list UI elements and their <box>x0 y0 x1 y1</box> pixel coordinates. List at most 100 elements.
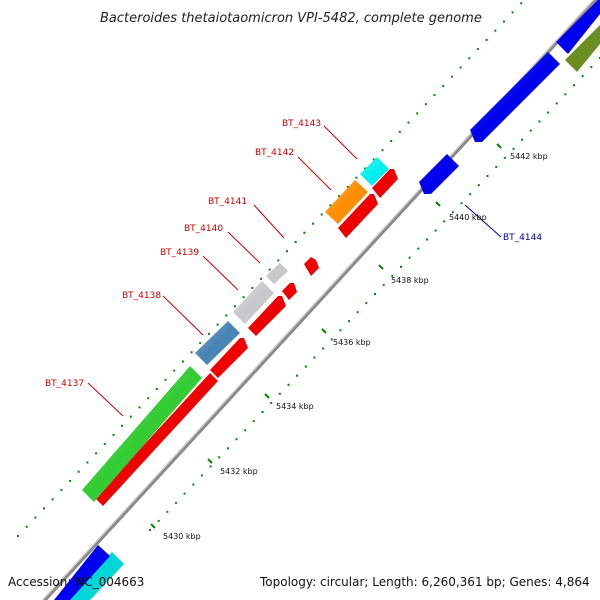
guide-dot <box>34 516 37 519</box>
guide-dot <box>312 222 315 225</box>
guide-dot <box>77 470 80 473</box>
guide-dot <box>294 241 297 243</box>
guide-dot <box>424 103 427 106</box>
guide-dot <box>112 433 115 436</box>
guide-dot <box>416 112 419 115</box>
guide-dot <box>244 429 247 432</box>
label-bt4144[interactable]: BT_4144 <box>503 233 542 243</box>
tick-label-5438: 5438 kbp <box>391 276 429 285</box>
cds-bt4144-reverse[interactable] <box>419 154 459 194</box>
leader-bt4137 <box>87 382 124 417</box>
gene-bt4140-feature[interactable] <box>266 263 288 284</box>
guide-dot <box>129 415 132 418</box>
cds-reverse-lower[interactable] <box>54 545 110 600</box>
cds-bt4143-forward[interactable] <box>372 169 398 198</box>
guide-dot <box>43 507 45 510</box>
guide-dot <box>216 323 219 326</box>
outer-dot-line <box>17 2 523 537</box>
guide-dot <box>581 75 584 78</box>
feature-shading <box>82 52 560 506</box>
label-bt4137[interactable]: BT_4137 <box>45 379 84 389</box>
guide-dot <box>459 66 462 69</box>
tick-mark-5440 <box>435 201 441 207</box>
guide-dot <box>173 369 176 372</box>
guide-dot <box>164 378 167 381</box>
guide-dot <box>207 332 210 335</box>
guide-dot <box>304 365 307 368</box>
guide-dot <box>251 287 254 289</box>
guide-dot <box>555 102 558 105</box>
leader-bt4144 <box>464 204 502 238</box>
label-bt4139[interactable]: BT_4139 <box>160 248 199 258</box>
guide-dot <box>155 388 158 390</box>
leader-bt4143 <box>323 125 358 160</box>
guide-dot <box>469 193 472 196</box>
guide-dot <box>199 342 202 345</box>
guide-dot <box>339 329 342 332</box>
gene-cyan-lower-feature[interactable] <box>70 552 124 600</box>
kbp-tick-labels: 5430 kbp 5432 kbp 5434 kbp 5436 kbp 5438… <box>163 152 548 541</box>
cds-bt4138-forward[interactable] <box>210 338 248 378</box>
cds-bt4140-forward[interactable] <box>282 283 297 300</box>
guide-dot <box>468 57 471 60</box>
guide-dot <box>242 296 245 299</box>
guide-dot <box>356 311 359 314</box>
guide-dot <box>512 147 515 150</box>
guide-dot <box>355 176 358 179</box>
guide-dot <box>425 238 428 241</box>
label-leaders <box>87 125 502 417</box>
guide-dot <box>365 302 368 305</box>
cds-bt4142-forward[interactable] <box>338 194 378 238</box>
cds-bt4139-forward[interactable] <box>248 296 286 336</box>
leader-bt4138 <box>162 295 204 336</box>
tick-mark-5438 <box>378 264 384 270</box>
guide-dot <box>338 195 341 198</box>
guide-dot <box>278 392 281 395</box>
guide-dot <box>547 111 550 114</box>
guide-dot <box>261 411 264 413</box>
guide-dot <box>538 120 541 123</box>
guide-dot <box>372 158 375 161</box>
label-bt4138[interactable]: BT_4138 <box>122 291 161 301</box>
guide-dot <box>330 338 333 341</box>
guide-dot <box>443 220 446 223</box>
label-bt4140[interactable]: BT_4140 <box>184 224 223 234</box>
guide-dot <box>511 11 514 14</box>
guide-dot <box>364 167 367 170</box>
leader-bt4140 <box>227 231 261 264</box>
guide-dot <box>190 351 193 354</box>
guide-dot <box>564 93 567 96</box>
guide-dot <box>417 247 420 250</box>
guide-dot <box>226 447 229 450</box>
guide-dot <box>503 156 506 159</box>
label-bt4142[interactable]: BT_4142 <box>255 148 294 158</box>
guide-dot <box>103 443 106 446</box>
guide-dot <box>329 204 332 207</box>
label-bt4143[interactable]: BT_4143 <box>282 119 321 129</box>
guide-dot <box>277 259 280 262</box>
guide-dot <box>495 165 498 168</box>
cds-reverse-upper-2[interactable] <box>556 0 600 54</box>
guide-dot <box>391 274 394 277</box>
gene-olive-feature[interactable] <box>565 25 600 72</box>
tick-label-5430: 5430 kbp <box>163 532 201 541</box>
guide-dot <box>381 149 384 152</box>
guide-dot <box>303 231 306 234</box>
guide-dot <box>95 452 98 455</box>
tick-label-5436: 5436 kbp <box>333 338 371 347</box>
tick-label-5434: 5434 kbp <box>276 402 314 411</box>
leader-bt4139 <box>202 255 239 291</box>
guide-dot <box>529 129 532 132</box>
guide-dot <box>233 305 236 308</box>
guide-dot <box>286 250 288 253</box>
guide-dot <box>442 84 445 87</box>
tick-dot-lines <box>17 2 600 537</box>
guide-dot <box>477 184 480 187</box>
guide-dot <box>218 456 221 459</box>
guide-dot <box>25 525 28 528</box>
gene-feature-track <box>70 25 600 600</box>
label-bt4141[interactable]: BT_4141 <box>208 197 247 207</box>
guide-dot <box>235 438 238 441</box>
cds-bt4141-forward[interactable] <box>304 257 319 276</box>
guide-dot <box>183 492 186 495</box>
